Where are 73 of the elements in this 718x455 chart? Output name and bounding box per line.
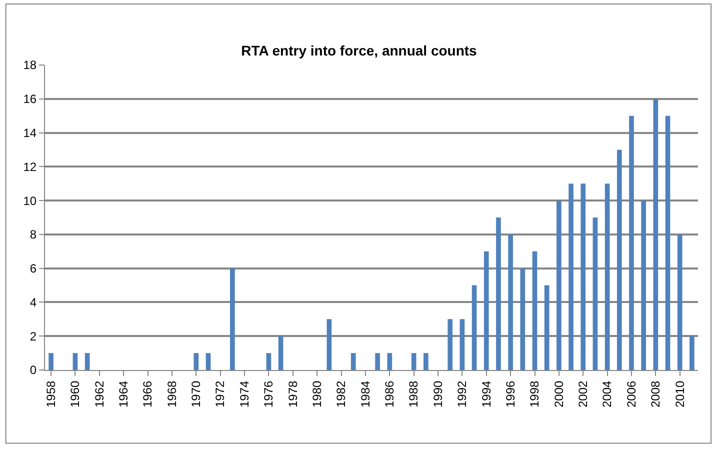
bar — [472, 285, 477, 370]
y-tick-label: 6 — [30, 262, 37, 276]
bar — [604, 184, 610, 370]
x-tick-label: 1984 — [358, 380, 372, 408]
bar — [592, 218, 598, 370]
bar — [230, 268, 235, 370]
bar — [641, 200, 646, 370]
bar — [544, 285, 550, 370]
x-tick-label: 1962 — [92, 380, 106, 408]
y-tick-label: 18 — [23, 58, 37, 72]
x-tick-label: 2010 — [672, 380, 687, 408]
bar — [677, 234, 682, 370]
bar — [448, 319, 453, 370]
x-tick-label: 1974 — [237, 380, 252, 408]
bar — [484, 251, 489, 370]
y-tick-label: 14 — [23, 126, 37, 140]
x-tick-label: 1988 — [406, 380, 421, 408]
x-tick-label: 1986 — [382, 380, 397, 408]
x-tick-label: 2004 — [600, 380, 614, 408]
y-tick-label: 10 — [23, 194, 37, 208]
bar — [350, 353, 356, 370]
y-tick-label: 4 — [30, 295, 37, 310]
x-tick-label: 1982 — [334, 380, 348, 408]
x-tick-label: 1990 — [430, 380, 445, 408]
x-tick-label: 2006 — [624, 380, 638, 408]
bar — [48, 353, 54, 370]
y-tick-label: 12 — [23, 160, 37, 174]
x-tick-label: 1970 — [189, 380, 204, 408]
y-tick-label: 8 — [30, 228, 37, 242]
bar — [508, 234, 513, 370]
bar — [206, 353, 211, 370]
bar — [387, 353, 392, 370]
bar — [72, 353, 78, 370]
bar — [690, 336, 694, 370]
bar — [278, 336, 284, 370]
x-tick-label: 1960 — [68, 380, 82, 408]
bar — [375, 353, 380, 370]
x-tick-label: 2008 — [648, 380, 663, 408]
y-tick-label: 2 — [30, 329, 37, 344]
x-tick-label: 1996 — [503, 380, 518, 408]
x-tick-label: 1980 — [310, 380, 324, 408]
bar — [266, 353, 272, 370]
x-tick-label: 1958 — [44, 380, 58, 408]
bar — [653, 98, 658, 370]
x-tick-label: 1964 — [116, 380, 130, 408]
bar — [194, 353, 199, 370]
bar — [629, 116, 634, 370]
x-tick-label: 2002 — [576, 380, 590, 408]
x-tick-label: 1992 — [455, 380, 470, 408]
bar — [84, 353, 90, 370]
bar — [616, 150, 622, 370]
y-tick-label: 0 — [30, 363, 37, 378]
x-tick-label: 1972 — [213, 380, 228, 408]
bar — [532, 251, 538, 370]
x-tick-label: 1998 — [528, 380, 542, 408]
bar — [496, 218, 501, 370]
bar — [424, 353, 428, 370]
bar — [556, 200, 562, 370]
x-tick-label: 1994 — [479, 380, 494, 408]
bar — [568, 184, 574, 370]
x-tick-label: 1966 — [140, 380, 155, 408]
y-tick-label: 16 — [23, 92, 37, 106]
bar — [460, 319, 465, 370]
x-tick-label: 1978 — [286, 380, 300, 408]
x-tick-label: 1976 — [262, 380, 276, 408]
bar — [326, 319, 332, 370]
bar — [580, 184, 586, 370]
bar — [665, 116, 670, 370]
bar — [520, 268, 526, 370]
bar — [411, 353, 416, 370]
x-tick-label: 2000 — [552, 380, 566, 408]
chart-title: RTA entry into force, annual counts — [241, 42, 478, 58]
x-tick-label: 1968 — [164, 380, 179, 408]
